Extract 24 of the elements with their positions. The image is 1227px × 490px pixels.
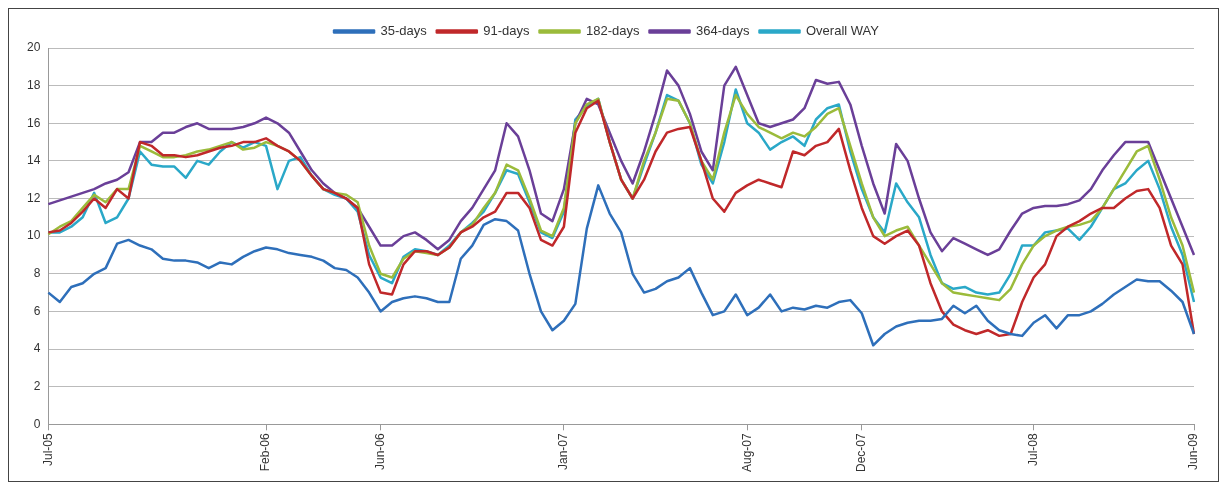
y-tick-label: 6 — [33, 303, 41, 318]
x-tick-label: Dec-07 — [854, 432, 869, 472]
y-tick-label: 12 — [26, 190, 41, 205]
legend-label: 364-days — [696, 23, 750, 39]
y-tick-label: 16 — [26, 115, 41, 130]
y-tick-label: 0 — [33, 416, 41, 431]
y-tick-label: 4 — [33, 341, 41, 356]
x-tick-label: Jun-06 — [372, 432, 387, 471]
x-tick-label: Aug-07 — [739, 432, 754, 473]
legend-label: 35-days — [380, 23, 428, 39]
y-tick-label: 2 — [33, 378, 41, 393]
x-tick-label: Jul-05 — [40, 432, 55, 466]
y-tick-label: 20 — [26, 40, 41, 55]
legend-label: 182-days — [586, 23, 641, 39]
x-tick-label: Jun-09 — [1186, 432, 1201, 471]
y-tick-label: 18 — [26, 77, 41, 92]
y-tick-label: 8 — [33, 266, 41, 281]
x-tick-label: Feb-06 — [258, 432, 273, 472]
legend-label: Overall WAY — [806, 23, 880, 39]
legend-label: 91-days — [483, 23, 531, 39]
y-tick-label: 14 — [26, 153, 41, 168]
y-tick-label: 10 — [26, 228, 41, 243]
x-tick-label: Jan-07 — [556, 432, 571, 471]
x-tick-label: Jul-08 — [1025, 432, 1040, 466]
